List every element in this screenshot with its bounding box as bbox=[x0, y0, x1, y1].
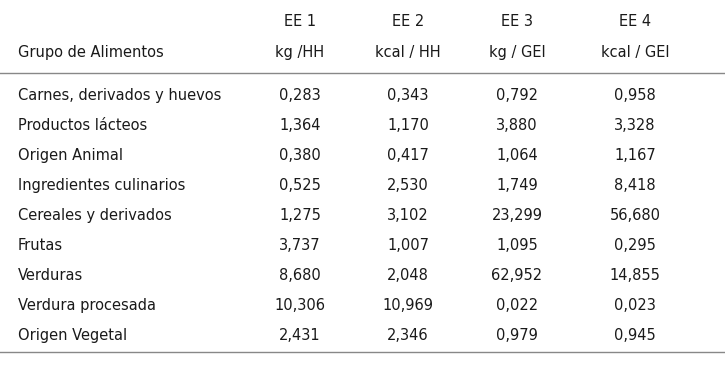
Text: 2,530: 2,530 bbox=[387, 178, 429, 193]
Text: EE 2: EE 2 bbox=[392, 14, 424, 29]
Text: 0,792: 0,792 bbox=[496, 88, 538, 103]
Text: 3,102: 3,102 bbox=[387, 208, 429, 223]
Text: 8,418: 8,418 bbox=[614, 178, 656, 193]
Text: Verdura procesada: Verdura procesada bbox=[18, 298, 156, 313]
Text: 3,880: 3,880 bbox=[496, 118, 538, 133]
Text: EE 4: EE 4 bbox=[619, 14, 651, 29]
Text: 2,431: 2,431 bbox=[279, 328, 320, 343]
Text: 62,952: 62,952 bbox=[492, 268, 542, 283]
Text: 0,343: 0,343 bbox=[387, 88, 428, 103]
Text: Carnes, derivados y huevos: Carnes, derivados y huevos bbox=[18, 88, 221, 103]
Text: EE 1: EE 1 bbox=[284, 14, 316, 29]
Text: 14,855: 14,855 bbox=[610, 268, 660, 283]
Text: 1,364: 1,364 bbox=[279, 118, 320, 133]
Text: 3,737: 3,737 bbox=[279, 238, 320, 253]
Text: 0,283: 0,283 bbox=[279, 88, 321, 103]
Text: 1,275: 1,275 bbox=[279, 208, 321, 223]
Text: Ingredientes culinarios: Ingredientes culinarios bbox=[18, 178, 186, 193]
Text: kcal / HH: kcal / HH bbox=[375, 45, 441, 60]
Text: 56,680: 56,680 bbox=[610, 208, 660, 223]
Text: 8,680: 8,680 bbox=[279, 268, 321, 283]
Text: 1,064: 1,064 bbox=[496, 148, 538, 163]
Text: 10,969: 10,969 bbox=[383, 298, 434, 313]
Text: Cereales y derivados: Cereales y derivados bbox=[18, 208, 172, 223]
Text: 0,295: 0,295 bbox=[614, 238, 656, 253]
Text: Frutas: Frutas bbox=[18, 238, 63, 253]
Text: 1,095: 1,095 bbox=[496, 238, 538, 253]
Text: Verduras: Verduras bbox=[18, 268, 83, 283]
Text: 23,299: 23,299 bbox=[492, 208, 542, 223]
Text: 0,979: 0,979 bbox=[496, 328, 538, 343]
Text: 2,048: 2,048 bbox=[387, 268, 429, 283]
Text: 0,022: 0,022 bbox=[496, 298, 538, 313]
Text: 1,170: 1,170 bbox=[387, 118, 429, 133]
Text: kg / GEI: kg / GEI bbox=[489, 45, 545, 60]
Text: 1,007: 1,007 bbox=[387, 238, 429, 253]
Text: 0,023: 0,023 bbox=[614, 298, 656, 313]
Text: kcal / GEI: kcal / GEI bbox=[601, 45, 669, 60]
Text: 1,749: 1,749 bbox=[496, 178, 538, 193]
Text: 0,417: 0,417 bbox=[387, 148, 429, 163]
Text: Origen Animal: Origen Animal bbox=[18, 148, 123, 163]
Text: kg /HH: kg /HH bbox=[276, 45, 325, 60]
Text: 10,306: 10,306 bbox=[275, 298, 326, 313]
Text: EE 3: EE 3 bbox=[501, 14, 533, 29]
Text: Origen Vegetal: Origen Vegetal bbox=[18, 328, 127, 343]
Text: 2,346: 2,346 bbox=[387, 328, 428, 343]
Text: Grupo de Alimentos: Grupo de Alimentos bbox=[18, 45, 164, 60]
Text: 1,167: 1,167 bbox=[614, 148, 656, 163]
Text: 0,525: 0,525 bbox=[279, 178, 321, 193]
Text: Productos lácteos: Productos lácteos bbox=[18, 118, 147, 133]
Text: 0,380: 0,380 bbox=[279, 148, 321, 163]
Text: 3,328: 3,328 bbox=[614, 118, 655, 133]
Text: 0,945: 0,945 bbox=[614, 328, 656, 343]
Text: 0,958: 0,958 bbox=[614, 88, 656, 103]
